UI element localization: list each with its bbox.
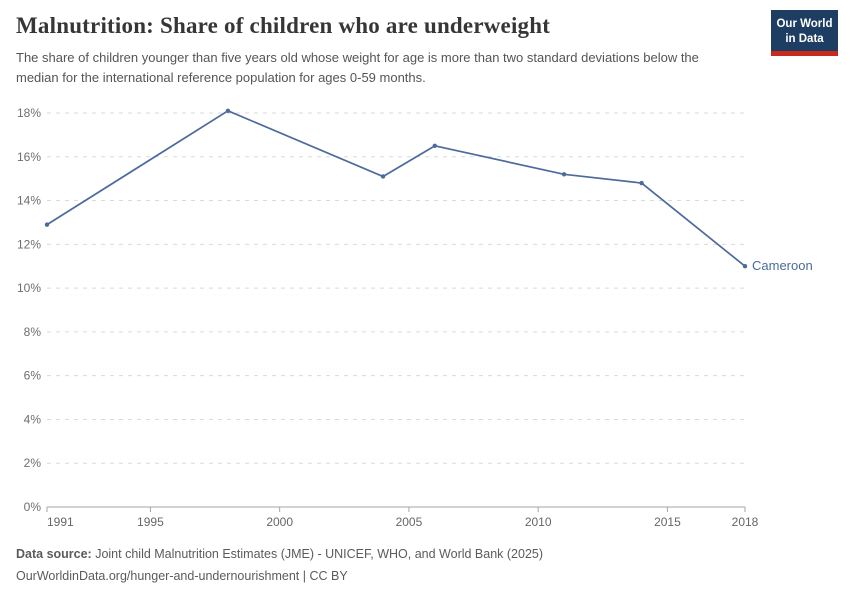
x-axis-tick-label: 1995 — [137, 515, 164, 529]
data-point[interactable] — [639, 180, 644, 186]
x-axis-tick-label: 2005 — [396, 515, 423, 529]
series-label-cameroon: Cameroon — [752, 258, 813, 273]
owid-logo[interactable]: Our World in Data — [771, 10, 838, 57]
owid-logo-line2: in Data — [785, 32, 824, 45]
y-axis-tick-label: 12% — [17, 237, 41, 251]
x-axis-tick-label: 2010 — [525, 515, 552, 529]
data-point[interactable] — [561, 172, 567, 177]
series-line-cameroon[interactable] — [46, 109, 746, 268]
x-axis-tick-label: 2018 — [732, 515, 759, 529]
x-axis-tick-label: 2000 — [266, 515, 293, 529]
y-axis-tick-label: 14% — [17, 194, 41, 208]
data-source-label: Data source: — [16, 546, 92, 561]
y-axis-tick-label: 4% — [24, 412, 42, 426]
y-axis-tick-label: 6% — [24, 369, 42, 383]
chart-footer: Data source: Joint child Malnutrition Es… — [16, 543, 834, 588]
data-point[interactable] — [432, 143, 437, 149]
chart-header: Malnutrition: Share of children who are … — [16, 13, 834, 87]
x-axis-tick-label: 1991 — [47, 515, 74, 529]
attribution-link[interactable]: OurWorldinData.org/hunger-and-undernouri… — [16, 568, 348, 583]
y-axis-tick-label: 18% — [17, 106, 41, 120]
data-point[interactable] — [44, 222, 50, 227]
y-axis-tick-label: 10% — [17, 281, 41, 295]
data-source-text: Joint child Malnutrition Estimates (JME)… — [91, 546, 544, 561]
y-axis-tick-label: 0% — [24, 500, 42, 514]
data-point[interactable] — [742, 264, 748, 269]
data-point[interactable] — [225, 108, 231, 114]
y-axis-tick-label: 2% — [24, 456, 42, 470]
data-point[interactable] — [380, 174, 386, 179]
chart-title: Malnutrition: Share of children who are … — [16, 13, 551, 38]
y-axis-tick-label: 16% — [17, 150, 41, 164]
x-axis-tick-label: 2015 — [654, 515, 681, 529]
chart-subtitle: The share of children younger than five … — [16, 50, 699, 85]
y-axis-tick-label: 8% — [24, 325, 42, 339]
owid-logo-line1: Our World — [776, 18, 833, 30]
